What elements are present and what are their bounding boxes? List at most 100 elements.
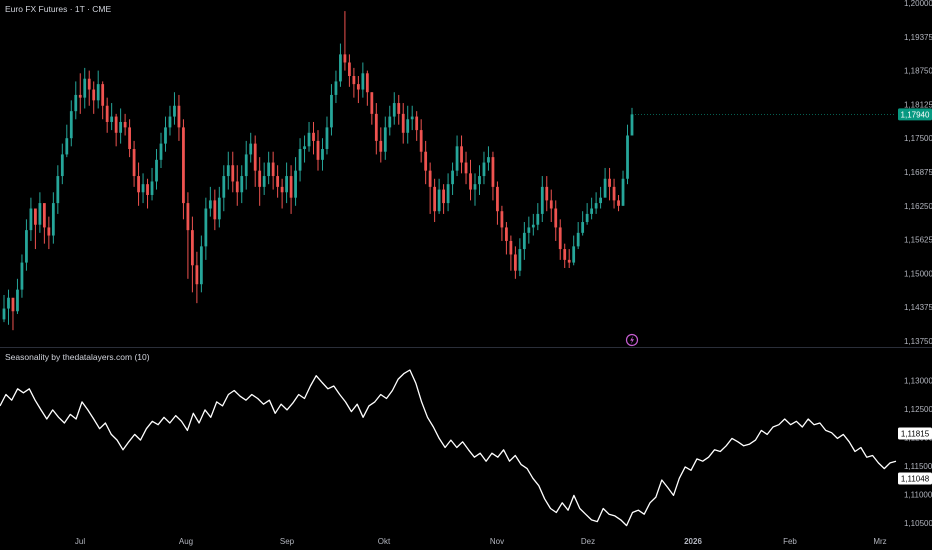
candle[interactable] xyxy=(240,165,244,204)
candle[interactable] xyxy=(356,76,360,104)
candle[interactable] xyxy=(401,103,405,144)
candle[interactable] xyxy=(199,235,203,293)
candle[interactable] xyxy=(361,62,365,98)
candle[interactable] xyxy=(235,165,239,206)
candle[interactable] xyxy=(352,67,356,98)
candle[interactable] xyxy=(87,70,91,106)
candle[interactable] xyxy=(594,192,598,214)
candle[interactable] xyxy=(365,70,369,106)
candle[interactable] xyxy=(191,216,194,293)
candle[interactable] xyxy=(437,178,441,214)
candle[interactable] xyxy=(379,127,383,163)
candle[interactable] xyxy=(65,124,69,158)
candle[interactable] xyxy=(617,194,620,212)
candle[interactable] xyxy=(469,159,472,201)
candle[interactable] xyxy=(370,92,374,125)
candle[interactable] xyxy=(177,94,181,141)
candle[interactable] xyxy=(173,92,176,125)
candle[interactable] xyxy=(612,178,616,209)
candle[interactable] xyxy=(460,135,463,174)
candle[interactable] xyxy=(244,140,248,190)
candle[interactable] xyxy=(464,151,468,185)
candle[interactable] xyxy=(478,165,481,195)
candle[interactable] xyxy=(222,165,226,212)
candle[interactable] xyxy=(567,249,571,268)
candle[interactable] xyxy=(56,165,60,214)
candle[interactable] xyxy=(298,138,302,182)
candle[interactable] xyxy=(325,116,329,155)
candle[interactable] xyxy=(608,167,611,201)
candle[interactable] xyxy=(267,151,271,185)
candle[interactable] xyxy=(141,173,145,204)
candle[interactable] xyxy=(303,135,306,163)
candle[interactable] xyxy=(92,81,96,114)
candle[interactable] xyxy=(626,124,629,185)
candle[interactable] xyxy=(208,186,212,217)
candle[interactable] xyxy=(590,197,594,220)
candle[interactable] xyxy=(96,70,100,109)
candle[interactable] xyxy=(204,197,208,260)
candle[interactable] xyxy=(271,151,275,190)
candle[interactable] xyxy=(34,208,37,250)
candle[interactable] xyxy=(554,200,558,241)
candle[interactable] xyxy=(343,11,347,71)
candle[interactable] xyxy=(101,81,105,120)
candle[interactable] xyxy=(132,140,136,187)
candle[interactable] xyxy=(253,135,257,187)
candle[interactable] xyxy=(294,157,297,206)
candle[interactable] xyxy=(527,216,531,244)
candle[interactable] xyxy=(150,167,154,201)
candle[interactable] xyxy=(330,84,333,136)
candle[interactable] xyxy=(603,167,607,198)
candle[interactable] xyxy=(231,151,235,193)
candle[interactable] xyxy=(25,219,28,271)
candle[interactable] xyxy=(599,186,602,209)
candle[interactable] xyxy=(164,116,167,152)
candle[interactable] xyxy=(78,73,82,114)
candle[interactable] xyxy=(496,181,499,225)
candle[interactable] xyxy=(572,235,576,266)
candle[interactable] xyxy=(159,132,163,168)
candle[interactable] xyxy=(397,94,401,125)
candle[interactable] xyxy=(146,178,149,209)
candle[interactable] xyxy=(531,213,535,236)
candle[interactable] xyxy=(518,238,522,277)
candle[interactable] xyxy=(513,246,517,279)
candle[interactable] xyxy=(312,121,315,155)
candle[interactable] xyxy=(47,216,51,250)
candle[interactable] xyxy=(581,211,585,236)
candle[interactable] xyxy=(563,243,567,268)
candle[interactable] xyxy=(419,119,423,163)
candle[interactable] xyxy=(321,138,324,171)
candle[interactable] xyxy=(374,103,378,155)
candle[interactable] xyxy=(339,43,342,87)
candle[interactable] xyxy=(388,105,392,136)
indicator-title[interactable]: Seasonality by thedatalayers.com (10) xyxy=(5,352,150,362)
candle[interactable] xyxy=(487,146,490,171)
candle[interactable] xyxy=(29,197,33,241)
candle[interactable] xyxy=(576,222,580,250)
candle[interactable] xyxy=(217,186,221,228)
candle[interactable] xyxy=(630,107,634,136)
candle[interactable] xyxy=(114,113,118,147)
candle[interactable] xyxy=(558,219,562,260)
candle[interactable] xyxy=(2,295,6,323)
candle[interactable] xyxy=(51,192,55,244)
candle[interactable] xyxy=(334,70,338,104)
candle[interactable] xyxy=(491,151,495,201)
candle[interactable] xyxy=(262,162,266,195)
candle[interactable] xyxy=(522,222,526,260)
candle[interactable] xyxy=(74,81,78,120)
candle[interactable] xyxy=(20,254,24,298)
candle[interactable] xyxy=(424,140,428,185)
candle[interactable] xyxy=(509,235,513,271)
candle[interactable] xyxy=(168,105,172,136)
candle[interactable] xyxy=(128,119,131,158)
candle[interactable] xyxy=(226,151,230,190)
candle[interactable] xyxy=(415,111,419,141)
candle[interactable] xyxy=(11,297,15,331)
candle[interactable] xyxy=(182,119,185,220)
candle[interactable] xyxy=(16,278,19,314)
candle[interactable] xyxy=(500,205,504,241)
candle[interactable] xyxy=(428,162,432,214)
